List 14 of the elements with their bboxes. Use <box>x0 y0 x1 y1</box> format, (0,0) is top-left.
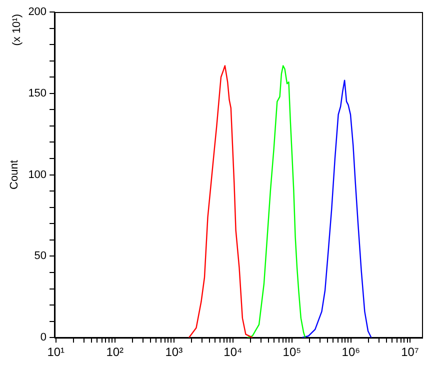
x-tick-label: 10⁴ <box>224 345 242 360</box>
x-tick-label: 10⁷ <box>401 345 419 360</box>
text: (x 10¹) <box>11 14 24 46</box>
y-axis-title: Count <box>8 160 21 190</box>
y-tick-label: 100 <box>28 168 47 181</box>
x-tick-label: 10⁶ <box>342 345 360 360</box>
y-tick-label: 0 <box>40 332 47 344</box>
x-tick-label: 10⁵ <box>282 345 302 360</box>
x-tick-label: 10² <box>106 345 124 360</box>
x-tick-label: 10³ <box>165 345 183 360</box>
y-tick-label: 50 <box>34 250 47 262</box>
y-tick-label: 150 <box>28 87 47 100</box>
y-tick-label: 200 <box>28 6 47 18</box>
x-tick-label: 10¹ <box>47 345 65 360</box>
